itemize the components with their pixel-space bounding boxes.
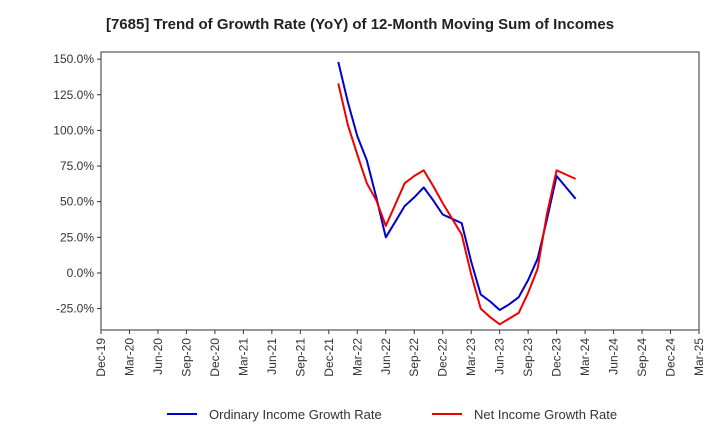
axis-layer (97, 51, 700, 334)
series-line-1 (337, 83, 577, 326)
x-tick-label: Mar-25 (692, 338, 706, 376)
plot-area (100, 51, 700, 331)
y-tick-label: 125.0% (53, 88, 94, 102)
x-tick-label: Dec-20 (208, 338, 222, 377)
chart-title: [7685] Trend of Growth Rate (YoY) of 12-… (105, 16, 615, 33)
x-tick-label: Dec-21 (322, 338, 336, 377)
y-tick-label: 75.0% (60, 159, 94, 173)
x-tick-label: Jun-23 (493, 338, 507, 375)
x-tick-label: Jun-20 (151, 338, 165, 375)
x-tick-label: Dec-23 (550, 338, 564, 377)
y-tick-labels: 150.0% 125.0% 100.0% 75.0% 50.0% 25.0% 0.0% -25… (53, 52, 94, 315)
x-tick-label: Dec-22 (436, 338, 450, 377)
x-tick-label: Jun-24 (607, 338, 621, 375)
x-tick-label: Jun-22 (379, 338, 393, 375)
series-layer (337, 61, 577, 326)
y-tick-label: 0.0% (67, 266, 95, 280)
x-tick-label: Sep-24 (635, 338, 649, 377)
x-tick-label: Mar-24 (578, 338, 592, 376)
x-tick-label: Mar-21 (236, 338, 250, 376)
x-tick-label: Sep-23 (521, 338, 535, 377)
legend-label: Net Income Growth Rate (474, 407, 617, 422)
x-tick-label: Mar-20 (122, 338, 136, 376)
x-tick-label: Mar-23 (464, 338, 478, 376)
legend-label: Ordinary Income Growth Rate (209, 407, 382, 422)
x-tick-label: Mar-22 (350, 338, 364, 376)
y-tick-label: -25.0% (56, 302, 94, 316)
legend: Ordinary Income Growth Rate Net Income Gr… (167, 407, 617, 422)
x-tick-label: Jun-21 (265, 338, 279, 375)
x-tick-label: Sep-20 (179, 338, 193, 377)
y-tick-label: 25.0% (60, 230, 94, 244)
x-tick-labels: Dec-19 Mar-20 Jun-20 Sep-20 Dec-20 Mar-21 Jun-… (94, 338, 706, 377)
y-tick-label: 150.0% (53, 52, 94, 66)
y-tick-label: 100.0% (53, 123, 94, 137)
x-tick-label: Dec-24 (664, 338, 678, 377)
x-tick-label: Dec-19 (94, 338, 108, 377)
x-tick-label: Sep-21 (293, 338, 307, 377)
x-tick-label: Sep-22 (407, 338, 421, 377)
y-tick-label: 50.0% (60, 195, 94, 209)
